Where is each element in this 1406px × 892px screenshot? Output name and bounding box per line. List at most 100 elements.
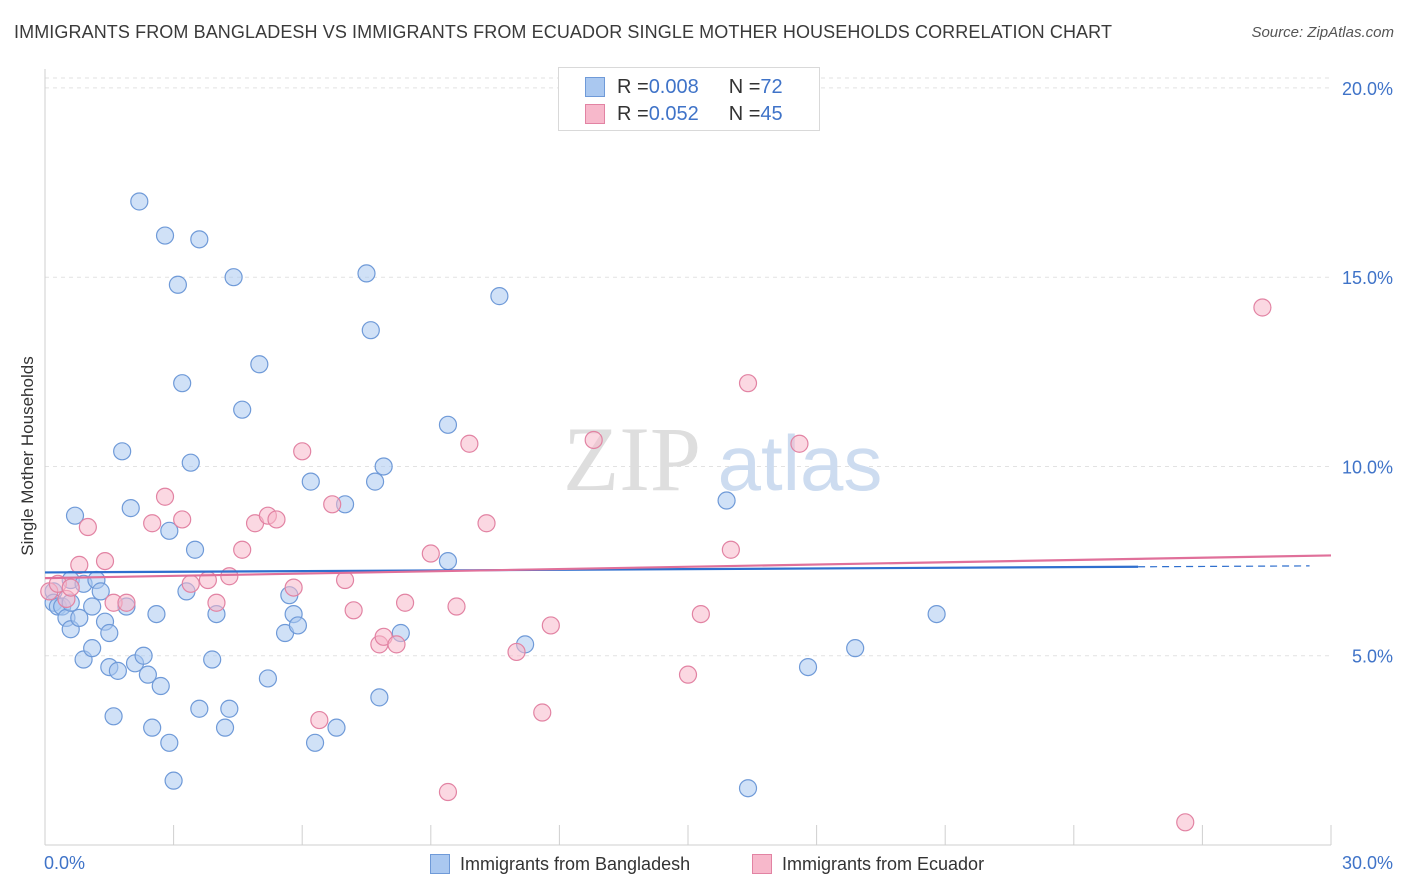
ecuador-point <box>143 514 162 533</box>
bangladesh-point <box>190 699 209 718</box>
ecuador-point <box>738 374 758 393</box>
legend-r-label: R = <box>617 102 649 125</box>
ecuador-point <box>438 782 458 802</box>
y-tick-label: 5.0% <box>1352 647 1393 667</box>
trend-line-bangladesh <box>44 565 1139 574</box>
ecuador-point <box>284 578 303 597</box>
bangladesh-point <box>288 616 308 635</box>
bangladesh-point <box>190 230 209 249</box>
bangladesh-point <box>220 699 239 718</box>
ecuador-point <box>1176 813 1195 832</box>
bangladesh-point <box>438 415 458 434</box>
bangladesh-point <box>185 540 205 559</box>
watermark-zip: ZIP <box>563 408 701 510</box>
ecuador-point <box>541 616 560 635</box>
legend-n-value: 45 <box>760 102 783 125</box>
bangladesh-point <box>250 355 269 374</box>
bangladesh-point <box>130 192 149 211</box>
x-tick-labels: 0.0% 30.0% <box>44 853 1393 873</box>
bottom-legend-bangladesh: Immigrants from Bangladesh <box>430 852 690 876</box>
legend-r-value: 0.052 <box>648 102 699 125</box>
x-tick-label-max: 30.0% <box>1342 853 1393 873</box>
bangladesh-point <box>224 268 243 287</box>
trend-line-bangladesh-extension <box>1138 565 1310 568</box>
ecuador-point <box>117 593 136 612</box>
bangladesh-point <box>121 499 140 518</box>
legend-swatch-bangladesh <box>585 77 605 97</box>
legend-row-ecuador: R = 0.052 N = 45 <box>585 102 783 126</box>
bangladesh-point <box>65 506 85 525</box>
bangladesh-point <box>181 453 200 472</box>
y-axis-label: Single Mother Households <box>18 356 37 556</box>
bangladesh-point <box>143 718 162 737</box>
ecuador-point <box>173 510 192 529</box>
legend-n-value: 72 <box>760 75 783 98</box>
ecuador-point <box>155 487 175 506</box>
bangladesh-point <box>357 264 376 283</box>
ecuador-point <box>507 642 526 662</box>
bangladesh-point <box>83 597 102 616</box>
bangladesh-point <box>301 472 320 491</box>
bangladesh-point <box>134 646 153 665</box>
bangladesh-point <box>798 657 818 677</box>
ecuador-point <box>61 578 80 597</box>
ecuador-point <box>95 551 115 571</box>
ecuador-point <box>387 635 406 654</box>
bottom-legend-swatch-bangladesh <box>430 854 450 874</box>
stats-legend: R = 0.008 N = 72 R = 0.052 N = 45 <box>558 67 820 131</box>
ecuador-point <box>584 430 603 450</box>
bangladesh-point <box>113 442 132 461</box>
ecuador-point <box>395 593 415 612</box>
legend-swatch-ecuador <box>585 104 605 124</box>
bottom-legend-label-bangladesh: Immigrants from Bangladesh <box>460 853 691 874</box>
bangladesh-point <box>100 623 119 643</box>
bangladesh-point <box>490 287 509 306</box>
bangladesh-point <box>233 400 252 419</box>
trend-lines <box>44 554 1332 580</box>
y-tick-label: 10.0% <box>1342 457 1393 477</box>
bangladesh-point <box>104 707 123 726</box>
bottom-legend-label-ecuador: Immigrants from Ecuador <box>782 853 985 874</box>
ecuador-point <box>344 601 363 620</box>
ecuador-point <box>533 703 552 722</box>
ecuador-point <box>233 540 252 559</box>
ecuador-point <box>70 555 89 574</box>
bangladesh-point <box>365 472 385 491</box>
ecuador-point <box>78 517 97 537</box>
ecuador-point <box>323 495 342 514</box>
bangladesh-point <box>370 688 389 707</box>
watermark: ZIP atlas <box>563 408 882 510</box>
bangladesh-point <box>151 676 170 696</box>
bangladesh-point <box>138 665 157 684</box>
bangladesh-point <box>164 771 183 790</box>
ecuador-point <box>220 567 239 586</box>
ecuador-point <box>310 710 329 730</box>
legend-n-label: N = <box>728 102 761 125</box>
ecuador-point <box>447 597 466 616</box>
series-ecuador-points <box>40 298 1272 832</box>
bangladesh-point <box>168 275 187 294</box>
bangladesh-point <box>361 321 380 340</box>
ecuador-point <box>691 604 710 624</box>
ecuador-point <box>678 665 698 684</box>
bangladesh-point <box>738 779 758 798</box>
ecuador-point <box>335 570 355 590</box>
x-tick-label-min: 0.0% <box>44 853 85 873</box>
bangladesh-point <box>91 582 110 601</box>
bangladesh-point <box>327 718 346 737</box>
bangladesh-point <box>438 551 458 571</box>
bangladesh-point <box>160 733 179 752</box>
legend-r-value: 0.008 <box>648 75 699 98</box>
bangladesh-point <box>160 521 179 540</box>
ecuador-point <box>477 514 496 533</box>
bangladesh-point <box>215 718 235 737</box>
bangladesh-point <box>374 457 393 476</box>
axes <box>44 69 1332 846</box>
legend-r-label: R = <box>617 75 649 98</box>
bangladesh-point <box>305 733 325 752</box>
chart-title: IMMIGRANTS FROM BANGLADESH VS IMMIGRANTS… <box>14 22 1113 42</box>
ecuador-point <box>267 510 286 529</box>
bangladesh-point <box>173 374 192 393</box>
watermark-atlas: atlas <box>718 419 883 507</box>
